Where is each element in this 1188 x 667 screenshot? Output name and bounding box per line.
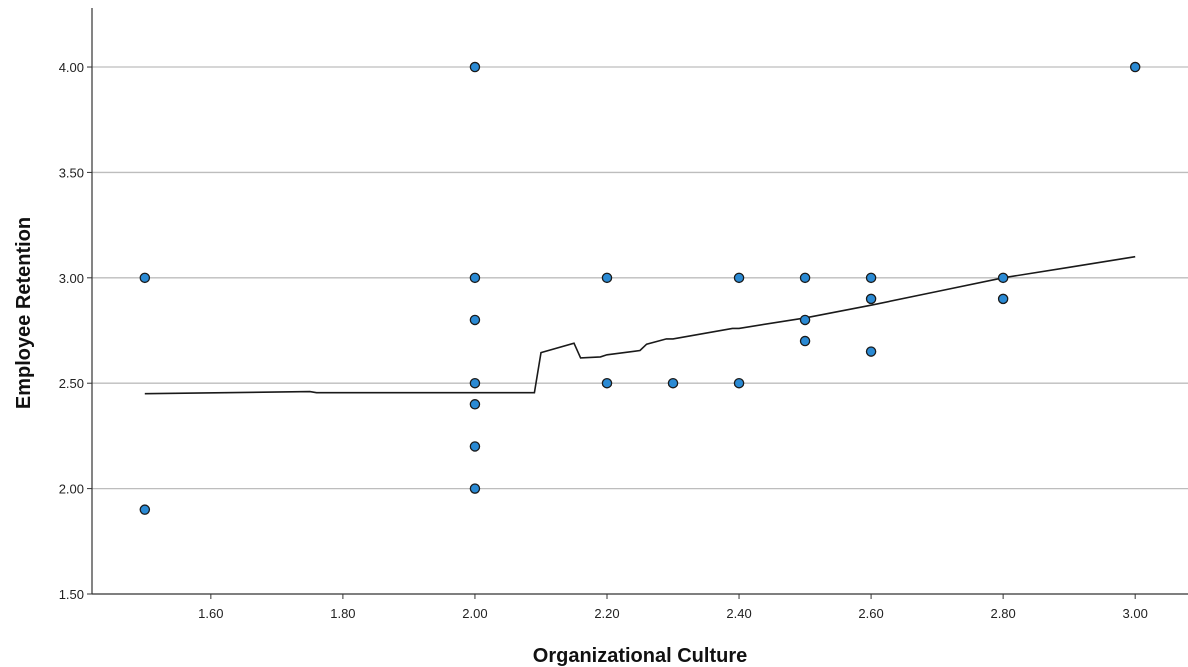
data-point <box>139 272 151 284</box>
data-points <box>139 61 1141 515</box>
data-point <box>865 293 877 305</box>
data-point <box>469 272 481 284</box>
grid-lines <box>92 66 1188 490</box>
data-point <box>469 377 481 389</box>
x-tick-label: 2.20 <box>594 606 619 621</box>
data-point <box>799 335 811 347</box>
data-point <box>997 272 1009 284</box>
x-tick-label: 1.80 <box>330 606 355 621</box>
y-tick-label: 2.50 <box>59 376 84 391</box>
data-point <box>469 314 481 326</box>
x-tick-label: 2.40 <box>726 606 751 621</box>
x-tick-label: 1.60 <box>198 606 223 621</box>
axes <box>87 8 1188 599</box>
x-tick-label: 2.60 <box>858 606 883 621</box>
data-point <box>733 272 745 284</box>
fit-line-layer <box>144 255 1136 395</box>
data-point <box>799 272 811 284</box>
data-point <box>667 377 679 389</box>
data-point <box>601 377 613 389</box>
data-point <box>469 61 481 73</box>
data-point <box>865 346 877 357</box>
y-tick-label: 3.00 <box>59 271 84 286</box>
data-point <box>469 483 481 494</box>
y-tick-label: 3.50 <box>59 165 84 180</box>
data-point <box>469 441 481 452</box>
x-tick-label: 2.80 <box>990 606 1015 621</box>
x-tick-label: 3.00 <box>1123 606 1148 621</box>
data-point <box>1129 61 1141 73</box>
data-point <box>799 314 811 326</box>
x-axis-title: Organizational Culture <box>533 645 747 667</box>
data-point <box>139 504 151 515</box>
data-point <box>997 293 1009 305</box>
data-point <box>865 272 877 284</box>
y-tick-label: 1.50 <box>59 587 84 602</box>
data-point <box>469 399 481 410</box>
fit-line <box>144 255 1136 395</box>
data-point <box>601 272 613 284</box>
x-tick-label: 2.00 <box>462 606 487 621</box>
data-point <box>733 377 745 389</box>
y-tick-label: 4.00 <box>59 60 84 75</box>
y-tick-label: 2.00 <box>59 482 84 497</box>
tick-labels: 1.50 2.00 2.50 3.00 3.50 4.00 1.60 1.80 2.00 2.20… <box>59 60 1148 621</box>
y-axis-title: Employee Retention <box>13 217 35 409</box>
